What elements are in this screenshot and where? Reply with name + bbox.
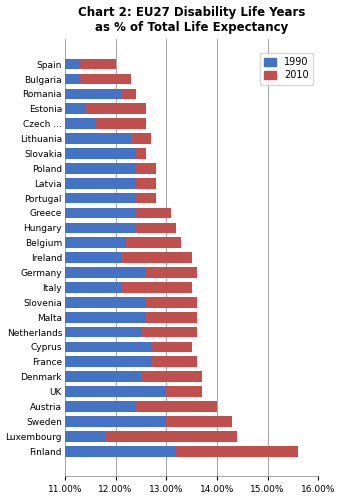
Bar xyxy=(65,431,105,442)
Bar xyxy=(166,416,232,427)
Bar xyxy=(80,59,116,70)
Bar xyxy=(65,178,136,188)
Bar xyxy=(65,386,166,397)
Legend: 1990, 2010: 1990, 2010 xyxy=(260,52,313,85)
Bar xyxy=(125,238,181,248)
Bar xyxy=(65,88,121,100)
Bar xyxy=(141,326,196,338)
Bar xyxy=(136,148,146,159)
Bar xyxy=(65,133,131,144)
Bar xyxy=(95,118,146,129)
Bar xyxy=(80,74,131,85)
Bar xyxy=(136,222,176,233)
Bar xyxy=(65,208,136,218)
Bar xyxy=(65,59,80,70)
Bar xyxy=(65,372,141,382)
Bar xyxy=(65,74,80,85)
Bar xyxy=(136,193,156,203)
Bar xyxy=(65,148,136,159)
Bar xyxy=(151,356,196,367)
Bar xyxy=(136,178,156,188)
Bar xyxy=(176,446,298,456)
Bar xyxy=(121,88,136,100)
Bar xyxy=(65,401,136,412)
Bar xyxy=(65,356,151,367)
Bar xyxy=(65,282,121,293)
Bar xyxy=(65,238,125,248)
Bar xyxy=(121,282,192,293)
Bar xyxy=(136,208,171,218)
Bar xyxy=(65,163,136,173)
Bar xyxy=(65,416,166,427)
Title: Chart 2: EU27 Disability Life Years
as % of Total Life Expectancy: Chart 2: EU27 Disability Life Years as %… xyxy=(78,6,305,34)
Bar xyxy=(136,163,156,173)
Bar xyxy=(65,326,141,338)
Bar xyxy=(141,372,202,382)
Bar xyxy=(136,401,217,412)
Bar xyxy=(166,386,202,397)
Bar xyxy=(85,104,146,114)
Bar xyxy=(65,104,85,114)
Bar xyxy=(65,118,95,129)
Bar xyxy=(105,431,237,442)
Bar xyxy=(65,267,146,278)
Bar xyxy=(131,133,151,144)
Bar xyxy=(121,252,192,263)
Bar xyxy=(65,193,136,203)
Bar xyxy=(146,267,196,278)
Bar xyxy=(65,297,146,308)
Bar xyxy=(65,446,176,456)
Bar xyxy=(151,342,192,352)
Bar xyxy=(65,222,136,233)
Bar xyxy=(65,342,151,352)
Bar xyxy=(65,252,121,263)
Bar xyxy=(146,312,196,322)
Bar xyxy=(65,312,146,322)
Bar xyxy=(146,297,196,308)
